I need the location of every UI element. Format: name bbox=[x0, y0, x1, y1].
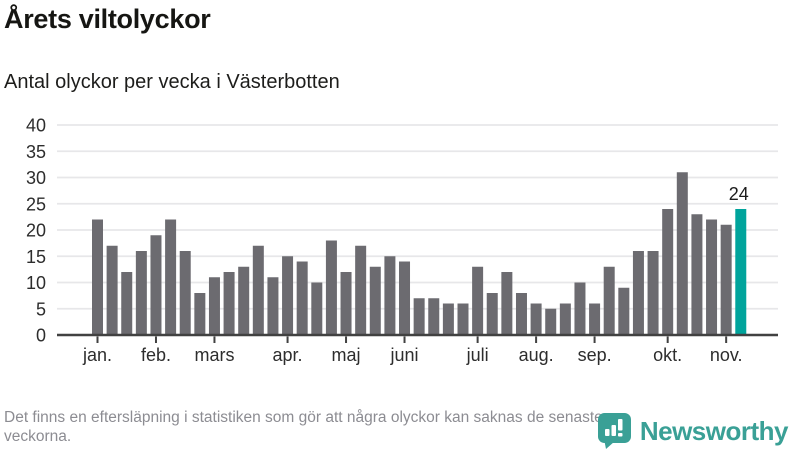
bar-week-35 bbox=[589, 303, 601, 335]
bar-week-31 bbox=[530, 303, 542, 335]
x-tick-label-feb: feb. bbox=[141, 345, 171, 365]
bar-week-5 bbox=[150, 235, 162, 335]
bar-week-32 bbox=[545, 308, 557, 335]
bar-week-1 bbox=[92, 219, 103, 335]
bar-week-16 bbox=[311, 282, 323, 335]
x-tick-label-apr: apr. bbox=[273, 345, 303, 365]
y-tick-label-20: 20 bbox=[26, 221, 46, 241]
bar-chart-speech-bubble-icon bbox=[597, 413, 631, 449]
bar-week-6 bbox=[165, 219, 177, 335]
bar-week-11 bbox=[238, 266, 250, 335]
bar-week-33 bbox=[559, 303, 571, 335]
bar-week-34 bbox=[574, 282, 586, 335]
highlight-value-label: 24 bbox=[729, 184, 749, 204]
bar-week-44 bbox=[720, 224, 732, 335]
newsworthy-logo: Newsworthy bbox=[597, 413, 789, 449]
bar-week-40 bbox=[662, 209, 674, 335]
x-tick-label-sep: sep. bbox=[578, 345, 612, 365]
x-tick-label-aug: aug. bbox=[519, 345, 554, 365]
bar-week-43 bbox=[706, 219, 718, 335]
bar-week-18 bbox=[340, 272, 352, 335]
bar-week-29 bbox=[501, 272, 513, 335]
x-tick-label-okt: okt. bbox=[653, 345, 682, 365]
bar-week-27 bbox=[472, 266, 484, 335]
bar-week-22 bbox=[399, 261, 411, 335]
y-tick-label-10: 10 bbox=[26, 273, 46, 293]
bar-week-17 bbox=[325, 240, 337, 335]
y-tick-label-5: 5 bbox=[36, 299, 46, 319]
bar-week-9 bbox=[208, 277, 220, 335]
bar-week-4 bbox=[135, 251, 147, 335]
bar-week-25 bbox=[442, 303, 454, 335]
page-title: Årets viltolyckor bbox=[4, 4, 211, 34]
bar-week-21 bbox=[384, 256, 396, 335]
bar-week-37 bbox=[618, 287, 630, 335]
x-tick-label-juli: juli bbox=[466, 345, 489, 365]
bar-week-14 bbox=[282, 256, 294, 335]
x-tick-label-jan: jan. bbox=[82, 345, 112, 365]
brand-name: Newsworthy bbox=[639, 415, 789, 446]
highlighted-bar-week-45 bbox=[735, 209, 747, 335]
bar-week-26 bbox=[457, 303, 469, 335]
x-tick-label-mars: mars bbox=[194, 345, 234, 365]
bar-week-23 bbox=[413, 298, 425, 335]
bar-week-13 bbox=[267, 277, 279, 335]
x-tick-label-juni: juni bbox=[390, 345, 419, 365]
bar-week-3 bbox=[121, 272, 133, 335]
bar-chart: 0 5 10 15 20 25 30 35 40 jan. feb. mars apr. maj juni j… bbox=[26, 116, 778, 365]
bar-week-7 bbox=[179, 251, 191, 335]
bar-week-24 bbox=[428, 298, 440, 335]
bar-week-38 bbox=[632, 251, 644, 335]
bar-week-10 bbox=[223, 272, 235, 335]
bar-week-36 bbox=[603, 266, 615, 335]
chart-subtitle: Antal olyckor per vecka i Västerbotten bbox=[4, 71, 340, 93]
footer-note: Det finns en eftersläpning i statistiken… bbox=[4, 409, 603, 445]
bar-week-2 bbox=[106, 245, 118, 335]
x-tick-label-nov: nov. bbox=[710, 345, 743, 365]
bar-week-28 bbox=[486, 293, 498, 335]
y-tick-label-40: 40 bbox=[26, 116, 46, 136]
y-tick-label-0: 0 bbox=[36, 326, 46, 346]
y-tick-label-15: 15 bbox=[26, 247, 46, 267]
y-tick-label-30: 30 bbox=[26, 168, 46, 188]
bar-week-15 bbox=[296, 261, 308, 335]
bar-week-39 bbox=[647, 251, 659, 335]
y-tick-label-35: 35 bbox=[26, 142, 46, 162]
bar-week-8 bbox=[194, 293, 206, 335]
y-tick-label-25: 25 bbox=[26, 194, 46, 214]
bar-week-42 bbox=[691, 214, 703, 335]
bar-week-20 bbox=[369, 266, 381, 335]
x-tick-label-maj: maj bbox=[332, 345, 361, 365]
bar-week-12 bbox=[252, 245, 264, 335]
bar-week-30 bbox=[515, 293, 527, 335]
bar-week-41 bbox=[676, 172, 688, 335]
bar-week-19 bbox=[355, 245, 367, 335]
